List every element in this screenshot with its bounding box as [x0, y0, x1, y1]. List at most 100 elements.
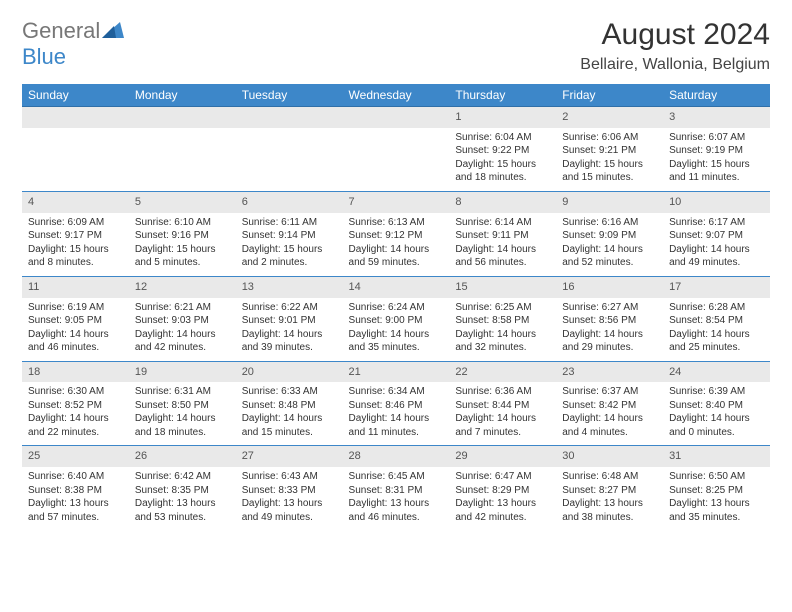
day-details	[22, 128, 129, 182]
sunset-line: Sunset: 9:14 PM	[242, 229, 337, 243]
calendar-week: 18Sunrise: 6:30 AMSunset: 8:52 PMDayligh…	[22, 361, 770, 446]
daylight-line: Daylight: 14 hours and 32 minutes.	[455, 328, 550, 355]
day-details: Sunrise: 6:16 AMSunset: 9:09 PMDaylight:…	[556, 213, 663, 276]
calendar-day: 16Sunrise: 6:27 AMSunset: 8:56 PMDayligh…	[556, 276, 663, 361]
day-number: 17	[663, 276, 770, 298]
calendar-day: 1Sunrise: 6:04 AMSunset: 9:22 PMDaylight…	[449, 107, 556, 191]
sunset-line: Sunset: 9:05 PM	[28, 314, 123, 328]
sunrise-line: Sunrise: 6:39 AM	[669, 385, 764, 399]
day-number	[129, 107, 236, 128]
day-details: Sunrise: 6:31 AMSunset: 8:50 PMDaylight:…	[129, 382, 236, 445]
weekday-header: Saturday	[663, 84, 770, 107]
sunrise-line: Sunrise: 6:30 AM	[28, 385, 123, 399]
day-number: 18	[22, 361, 129, 383]
sunset-line: Sunset: 9:01 PM	[242, 314, 337, 328]
calendar-day: 3Sunrise: 6:07 AMSunset: 9:19 PMDaylight…	[663, 107, 770, 191]
sunset-line: Sunset: 9:09 PM	[562, 229, 657, 243]
calendar-day: 30Sunrise: 6:48 AMSunset: 8:27 PMDayligh…	[556, 445, 663, 530]
calendar-day: 10Sunrise: 6:17 AMSunset: 9:07 PMDayligh…	[663, 191, 770, 276]
calendar-day: 14Sunrise: 6:24 AMSunset: 9:00 PMDayligh…	[343, 276, 450, 361]
sunset-line: Sunset: 9:11 PM	[455, 229, 550, 243]
calendar-day: 2Sunrise: 6:06 AMSunset: 9:21 PMDaylight…	[556, 107, 663, 191]
calendar-day: 24 Sunrise: 6:39 AMSunset: 8:40 PMDayligh…	[663, 361, 770, 446]
daylight-line: Daylight: 15 hours and 18 minutes.	[455, 158, 550, 185]
day-details: Sunrise: 6:43 AMSunset: 8:33 PMDaylight:…	[236, 467, 343, 530]
brand-logo: General Blue	[22, 18, 124, 70]
calendar-day: 17Sunrise: 6:28 AMSunset: 8:54 PMDayligh…	[663, 276, 770, 361]
sunrise-line: Sunrise: 6:47 AM	[455, 470, 550, 484]
day-number: 24	[663, 361, 770, 383]
sunset-line: Sunset: 9:16 PM	[135, 229, 230, 243]
day-details: Sunrise: 6:21 AMSunset: 9:03 PMDaylight:…	[129, 298, 236, 361]
day-details: Sunrise: 6:25 AMSunset: 8:58 PMDaylight:…	[449, 298, 556, 361]
calendar-day: 6Sunrise: 6:11 AMSunset: 9:14 PMDaylight…	[236, 191, 343, 276]
daylight-line: Daylight: 14 hours and 25 minutes.	[669, 328, 764, 355]
sunrise-line: Sunrise: 6:17 AM	[669, 216, 764, 230]
day-details: Sunrise: 6:37 AMSunset: 8:42 PMDaylight:…	[556, 382, 663, 445]
daylight-line: Daylight: 14 hours and 29 minutes.	[562, 328, 657, 355]
sunrise-line: Sunrise: 6:42 AM	[135, 470, 230, 484]
sunset-line: Sunset: 9:12 PM	[349, 229, 444, 243]
day-details: Sunrise: 6:40 AMSunset: 8:38 PMDaylight:…	[22, 467, 129, 530]
daylight-line: Daylight: 14 hours and 0 minutes.	[669, 412, 764, 439]
sunrise-line: Sunrise: 6:21 AM	[135, 301, 230, 315]
day-details	[129, 128, 236, 182]
calendar-day: 20Sunrise: 6:33 AMSunset: 8:48 PMDayligh…	[236, 361, 343, 446]
sunset-line: Sunset: 8:35 PM	[135, 484, 230, 498]
day-details: Sunrise: 6:33 AMSunset: 8:48 PMDaylight:…	[236, 382, 343, 445]
day-number: 29	[449, 445, 556, 467]
calendar-day: 21Sunrise: 6:34 AMSunset: 8:46 PMDayligh…	[343, 361, 450, 446]
day-number: 4	[22, 191, 129, 213]
daylight-line: Daylight: 13 hours and 49 minutes.	[242, 497, 337, 524]
sunset-line: Sunset: 9:21 PM	[562, 144, 657, 158]
calendar-day: 27Sunrise: 6:43 AMSunset: 8:33 PMDayligh…	[236, 445, 343, 530]
sunset-line: Sunset: 8:29 PM	[455, 484, 550, 498]
day-details: Sunrise: 6:22 AMSunset: 9:01 PMDaylight:…	[236, 298, 343, 361]
day-number: 10	[663, 191, 770, 213]
daylight-line: Daylight: 15 hours and 5 minutes.	[135, 243, 230, 270]
daylight-line: Daylight: 14 hours and 4 minutes.	[562, 412, 657, 439]
daylight-line: Daylight: 13 hours and 42 minutes.	[455, 497, 550, 524]
day-number: 20	[236, 361, 343, 383]
day-details: Sunrise: 6:06 AMSunset: 9:21 PMDaylight:…	[556, 128, 663, 191]
weekday-header: Tuesday	[236, 84, 343, 107]
sunset-line: Sunset: 8:40 PM	[669, 399, 764, 413]
sunrise-line: Sunrise: 6:11 AM	[242, 216, 337, 230]
calendar-day: 5Sunrise: 6:10 AMSunset: 9:16 PMDaylight…	[129, 191, 236, 276]
sunset-line: Sunset: 8:38 PM	[28, 484, 123, 498]
daylight-line: Daylight: 15 hours and 15 minutes.	[562, 158, 657, 185]
weekday-header: Monday	[129, 84, 236, 107]
day-number: 15	[449, 276, 556, 298]
sunrise-line: Sunrise: 6:06 AM	[562, 131, 657, 145]
weekday-header: Wednesday	[343, 84, 450, 107]
day-number: 21	[343, 361, 450, 383]
sunset-line: Sunset: 8:27 PM	[562, 484, 657, 498]
daylight-line: Daylight: 14 hours and 56 minutes.	[455, 243, 550, 270]
day-number	[343, 107, 450, 128]
day-number: 16	[556, 276, 663, 298]
day-number: 11	[22, 276, 129, 298]
day-details: Sunrise: 6:27 AMSunset: 8:56 PMDaylight:…	[556, 298, 663, 361]
calendar-page: General Blue August 2024 Bellaire, Wallo…	[0, 0, 792, 548]
brand-top: General	[22, 18, 100, 43]
day-number: 13	[236, 276, 343, 298]
daylight-line: Daylight: 14 hours and 7 minutes.	[455, 412, 550, 439]
calendar-table: SundayMondayTuesdayWednesdayThursdayFrid…	[22, 84, 770, 530]
daylight-line: Daylight: 14 hours and 15 minutes.	[242, 412, 337, 439]
day-number	[236, 107, 343, 128]
calendar-day-empty	[22, 107, 129, 191]
day-details	[343, 128, 450, 182]
weekday-header: Sunday	[22, 84, 129, 107]
calendar-day-empty	[129, 107, 236, 191]
day-number: 23	[556, 361, 663, 383]
daylight-line: Daylight: 14 hours and 46 minutes.	[28, 328, 123, 355]
day-details: Sunrise: 6:24 AMSunset: 9:00 PMDaylight:…	[343, 298, 450, 361]
sunset-line: Sunset: 9:03 PM	[135, 314, 230, 328]
sunrise-line: Sunrise: 6:22 AM	[242, 301, 337, 315]
daylight-line: Daylight: 14 hours and 18 minutes.	[135, 412, 230, 439]
sunset-line: Sunset: 9:22 PM	[455, 144, 550, 158]
sunset-line: Sunset: 8:46 PM	[349, 399, 444, 413]
day-details: Sunrise: 6:19 AMSunset: 9:05 PMDaylight:…	[22, 298, 129, 361]
sunset-line: Sunset: 8:58 PM	[455, 314, 550, 328]
calendar-week: 11Sunrise: 6:19 AMSunset: 9:05 PMDayligh…	[22, 276, 770, 361]
